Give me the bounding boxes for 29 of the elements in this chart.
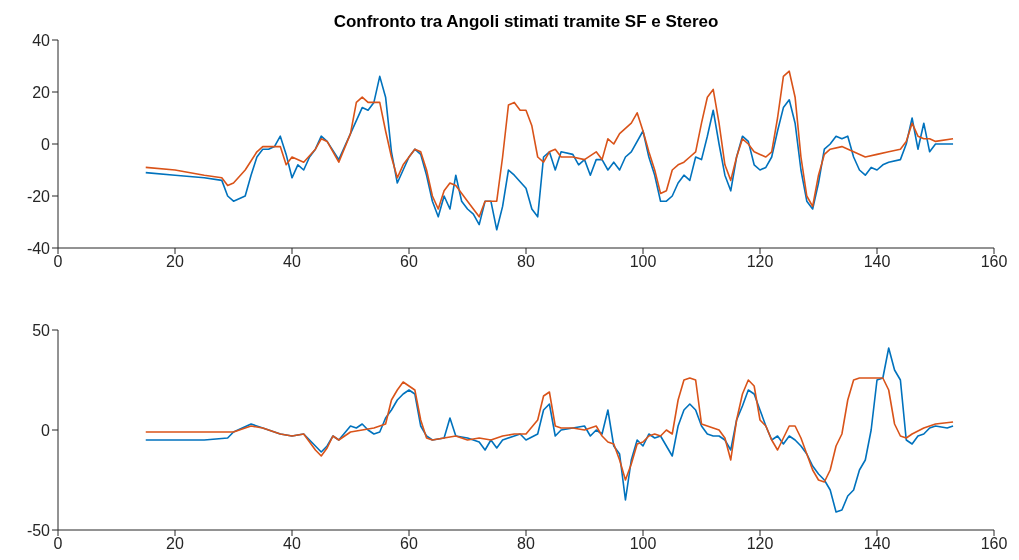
y-tick-label: -50 <box>26 521 51 539</box>
x-tick-label: 40 <box>283 253 301 271</box>
x-tick-label: 60 <box>400 253 418 271</box>
x-tick-label: 120 <box>746 535 774 553</box>
line-series <box>144 377 954 483</box>
y-tick-label: 0 <box>41 135 51 153</box>
y-tick-label: -20 <box>26 187 51 205</box>
x-tick-label: 80 <box>517 253 535 271</box>
y-tick-label: -40 <box>26 239 51 257</box>
x-tick-label: 120 <box>746 253 774 271</box>
x-tick-label: 40 <box>283 535 301 553</box>
x-tick-label: 140 <box>863 535 891 553</box>
x-tick-label: 100 <box>629 253 657 271</box>
y-tick-label: 0 <box>41 421 51 439</box>
x-tick-label: 160 <box>980 535 1008 553</box>
y-tick-label: 20 <box>32 83 51 101</box>
x-tick-label: 100 <box>629 535 657 553</box>
x-tick-label: 20 <box>166 253 184 271</box>
x-tick-label: 20 <box>166 535 184 553</box>
y-tick-label: 50 <box>32 321 51 339</box>
x-tick-label: 0 <box>53 253 63 271</box>
x-tick-label: 60 <box>400 535 418 553</box>
x-tick-label: 0 <box>53 535 63 553</box>
chart-title: Confronto tra Angoli stimati tramite SF e Stereo <box>332 12 720 32</box>
line-series <box>144 347 954 513</box>
x-tick-label: 140 <box>863 253 891 271</box>
y-tick-label: 40 <box>32 31 51 49</box>
x-tick-label: 80 <box>517 535 535 553</box>
x-tick-label: 160 <box>980 253 1008 271</box>
